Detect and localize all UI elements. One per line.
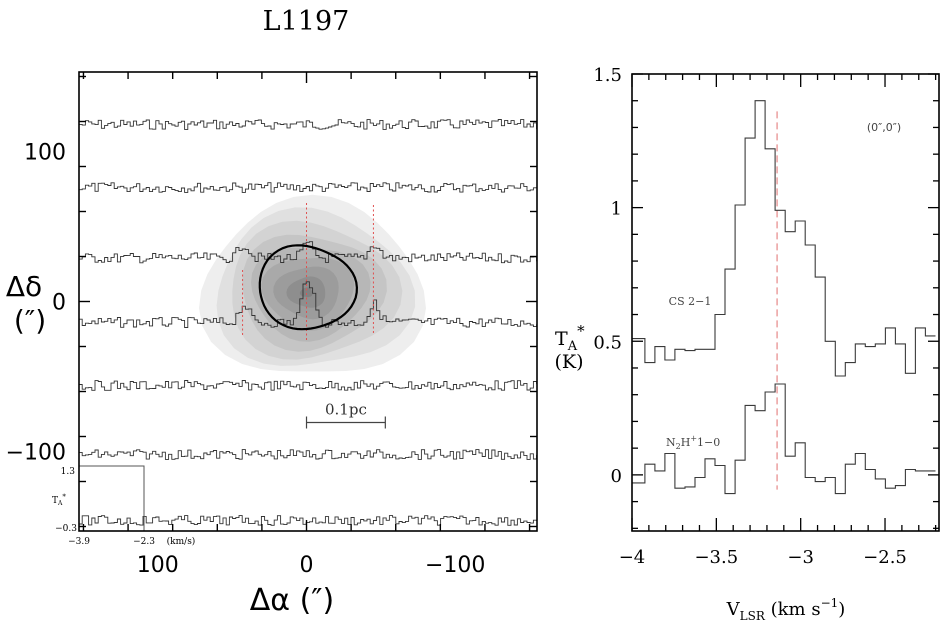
map-spectrum-row	[78, 182, 537, 193]
spectrum-xtick-label: −4	[619, 547, 646, 568]
spectrum-ytick-label: 0.5	[593, 332, 622, 353]
spectral-map-panel: 0.1pc 1.3 TA* −0.3 −3.9 −2.3 (km/s) 100 0…	[6, 71, 538, 618]
inset-axes: 1.3 TA* −0.3 −3.9 −2.3 (km/s)	[52, 465, 196, 547]
series-n2h-1-0	[632, 383, 936, 495]
map-spectrum-row	[78, 281, 538, 328]
spectrum-xtick-label: −3.5	[694, 547, 738, 568]
spectrum-axes: −4 −3.5 −3 −2.5 0 0.5 1 1.5	[593, 65, 939, 568]
map-ytick-label: 0	[52, 291, 66, 316]
inset-xmin-label: −3.9	[68, 537, 90, 547]
map-axes: 100 0 −100 100 0 −100	[6, 72, 537, 578]
map-spectrum-row	[78, 449, 538, 460]
inset-ymax-label: 1.3	[61, 467, 76, 477]
spectra-grid	[78, 119, 538, 526]
inset-ylabel: TA*	[52, 493, 66, 507]
inset-ymin-label: −0.3	[55, 524, 77, 534]
spectrum-ylabel: TA*	[555, 322, 585, 354]
spectrum-ytick-label: 1	[611, 199, 622, 220]
map-spectrum-row	[78, 515, 538, 526]
spectrum-xlabel: VLSR (km s−1)	[726, 596, 846, 623]
legend-n2h-1-0: N2H+1−0	[666, 434, 720, 451]
map-ylabel-unit: (″)	[14, 304, 46, 337]
spectrum-frame	[631, 73, 940, 532]
map-xtick-label: 100	[137, 553, 179, 578]
map-ylabel-delta: Δδ	[6, 270, 42, 303]
spectrum-ytick-label: 0	[611, 466, 622, 487]
intensity-contours	[199, 194, 426, 372]
map-spectrum-row	[78, 241, 538, 264]
inset-xunit-label: (km/s)	[167, 536, 196, 547]
peak-markers	[242, 203, 374, 340]
map-xtick-label: −100	[425, 553, 485, 578]
scale-bar-label: 0.1pc	[325, 401, 367, 419]
map-ytick-label: −100	[6, 441, 66, 466]
half-max-contour	[258, 244, 359, 331]
map-spectrum-row	[78, 119, 538, 130]
figure-title: L1197	[263, 6, 350, 37]
map-frame	[78, 71, 538, 532]
spectrum-xtick-label: −3	[787, 547, 814, 568]
legend-cs-2-1: CS 2−1	[669, 295, 712, 308]
position-label: (0″,0″)	[867, 121, 901, 134]
spectrum-xtick-label: −2.5	[863, 547, 907, 568]
inset-frame	[79, 465, 145, 531]
spectrum-ytick-label: 1.5	[593, 65, 622, 86]
scale-bar: 0.1pc	[305, 401, 386, 429]
inset-xmax-label: −2.3	[133, 537, 155, 547]
map-xtick-label: 0	[300, 553, 314, 578]
spectrum-ylabel-unit: (K)	[554, 351, 583, 373]
series-cs-2-1	[632, 100, 936, 377]
map-xlabel: Δα (″)	[250, 583, 334, 618]
spectrum-panel: −4 −3.5 −3 −2.5 0 0.5 1 1.5 (0″,0″) CS 2−1 N2H+…	[554, 65, 940, 623]
map-spectrum-row	[78, 380, 538, 391]
map-ytick-label: 100	[24, 141, 66, 166]
